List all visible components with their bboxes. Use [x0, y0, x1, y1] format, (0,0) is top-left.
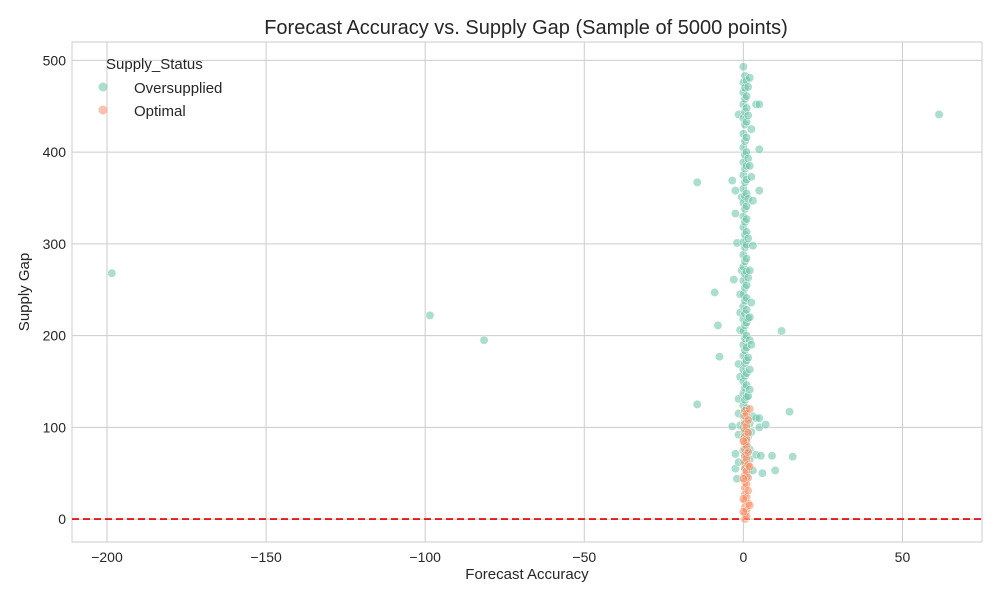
- legend-marker-optimal: [98, 105, 108, 115]
- data-point-oversupplied: [742, 280, 751, 290]
- y-axis-label: Supply Gap: [16, 253, 33, 331]
- data-point-oversupplied: [745, 312, 755, 322]
- data-point-optimal: [738, 507, 748, 517]
- data-point-oversupplied: [934, 110, 944, 119]
- x-tick-label: −150: [250, 549, 282, 565]
- plot-area-frame: [71, 41, 983, 543]
- data-point-oversupplied: [713, 321, 723, 330]
- data-point-oversupplied: [425, 310, 435, 320]
- y-tick-label: 200: [43, 328, 67, 344]
- x-tick-label: −100: [409, 549, 441, 565]
- data-point-oversupplied: [743, 82, 753, 92]
- data-point-oversupplied: [761, 420, 771, 430]
- legend-marker-oversupplied: [98, 82, 108, 92]
- data-point-oversupplied: [758, 468, 767, 478]
- data-point-oversupplied: [742, 103, 751, 113]
- data-point-optimal: [745, 404, 755, 414]
- data-point-oversupplied: [107, 268, 117, 278]
- data-point-oversupplied: [692, 177, 702, 187]
- data-point-oversupplied: [730, 209, 740, 219]
- data-point-oversupplied: [767, 451, 777, 461]
- x-tick-label: −50: [572, 549, 596, 565]
- data-point-oversupplied: [745, 365, 755, 374]
- data-point-oversupplied: [777, 326, 786, 336]
- data-point-oversupplied: [742, 254, 751, 263]
- data-point-oversupplied: [743, 233, 753, 243]
- data-point-optimal: [743, 428, 753, 438]
- data-point-oversupplied: [746, 172, 756, 182]
- y-tick-label: 400: [43, 144, 67, 160]
- y-tick-label: 500: [43, 52, 67, 68]
- data-point-oversupplied: [754, 186, 764, 196]
- data-point-oversupplied: [756, 451, 766, 461]
- data-point-oversupplied: [745, 73, 755, 83]
- data-point-optimal: [743, 486, 753, 496]
- data-point-oversupplied: [746, 124, 756, 134]
- data-point-oversupplied: [742, 132, 751, 142]
- grid-lines: [72, 42, 982, 542]
- data-point-optimal: [738, 436, 748, 446]
- data-point-oversupplied: [770, 465, 780, 475]
- data-point-oversupplied: [743, 353, 753, 363]
- data-point-oversupplied: [754, 144, 764, 154]
- x-tick-label: 0: [739, 549, 747, 565]
- data-point-oversupplied: [785, 407, 794, 417]
- data-point-oversupplied: [743, 154, 753, 163]
- data-point-oversupplied: [710, 288, 720, 297]
- data-point-oversupplied: [754, 99, 764, 109]
- y-tick-label: 0: [58, 511, 66, 527]
- chart-title: Forecast Accuracy vs. Supply Gap (Sample…: [264, 17, 788, 39]
- data-point-oversupplied: [692, 399, 702, 409]
- data-point-oversupplied: [748, 241, 758, 251]
- y-tick-label: 100: [43, 419, 67, 435]
- data-point-oversupplied: [748, 196, 758, 206]
- legend: Supply_Status Oversupplied Optimal: [98, 56, 222, 120]
- data-point-optimal: [738, 494, 748, 504]
- data-point-oversupplied: [754, 413, 764, 423]
- data-point-oversupplied: [729, 275, 739, 285]
- y-tick-label: 300: [43, 236, 67, 252]
- legend-title: Supply_Status: [106, 56, 203, 73]
- data-point-oversupplied: [742, 91, 751, 101]
- x-tick-label: 50: [895, 549, 911, 565]
- data-point-oversupplied: [743, 110, 753, 120]
- data-point-oversupplied: [745, 385, 755, 395]
- data-point-oversupplied: [730, 186, 740, 196]
- data-point-oversupplied: [715, 352, 724, 362]
- legend-label-optimal: Optimal: [134, 103, 186, 120]
- data-point-oversupplied: [743, 273, 753, 283]
- data-point-optimal: [745, 462, 755, 472]
- data-point-oversupplied: [738, 62, 748, 72]
- data-point-oversupplied: [788, 452, 798, 462]
- data-point-oversupplied: [746, 298, 756, 308]
- data-point-oversupplied: [746, 340, 756, 350]
- data-point-oversupplied: [730, 449, 740, 459]
- data-point-oversupplied: [745, 161, 755, 171]
- x-tick-label: −200: [91, 549, 123, 565]
- x-axis-label: Forecast Accuracy: [465, 566, 589, 583]
- data-point-oversupplied: [745, 265, 755, 275]
- data-point-oversupplied: [742, 214, 751, 224]
- data-point-optimal: [738, 474, 748, 484]
- data-points: [107, 62, 944, 524]
- data-point-optimal: [745, 500, 755, 510]
- legend-label-oversupplied: Oversupplied: [134, 80, 222, 97]
- data-point-optimal: [743, 415, 753, 425]
- data-point-optimal: [743, 447, 753, 457]
- data-point-oversupplied: [479, 335, 489, 345]
- data-point-oversupplied: [727, 421, 737, 431]
- data-point-oversupplied: [727, 176, 737, 185]
